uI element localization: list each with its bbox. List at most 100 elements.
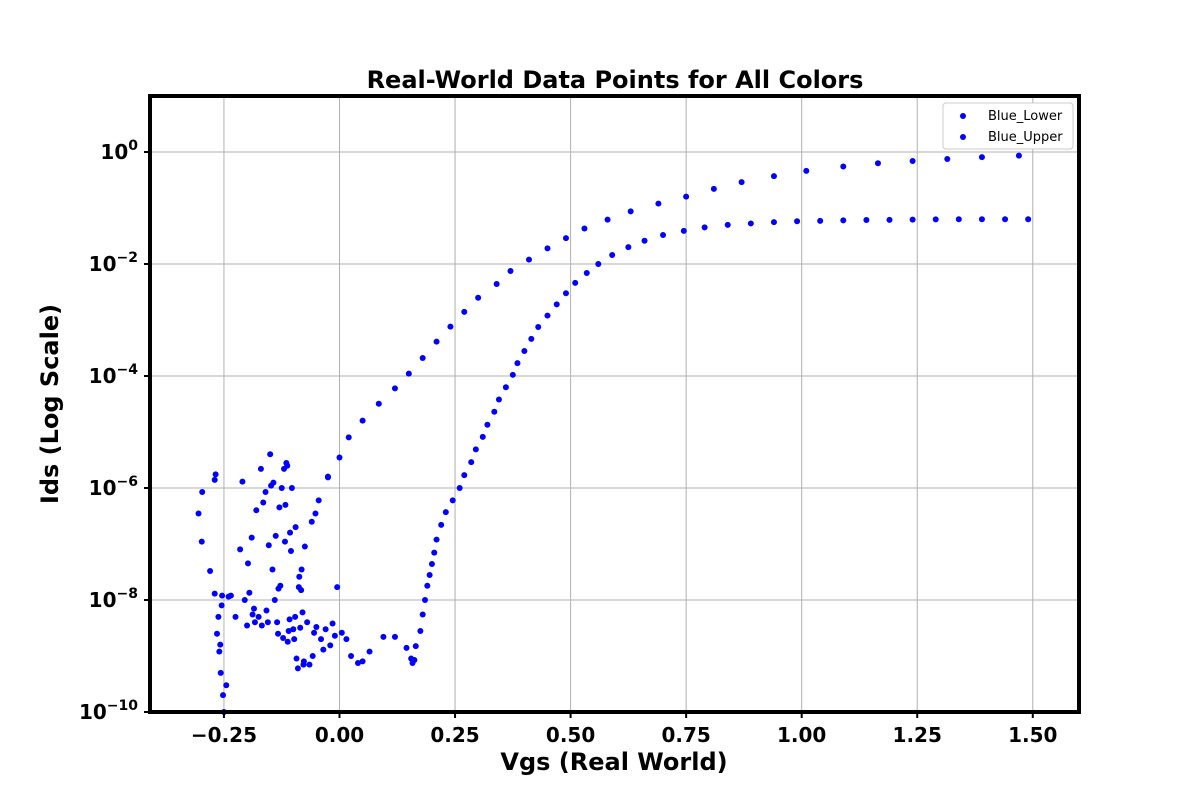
data-point-blue-lower <box>442 509 449 516</box>
data-point-blue-lower <box>291 636 298 643</box>
data-point-blue-lower <box>495 396 502 403</box>
data-point-blue-lower <box>680 227 687 234</box>
data-point-blue-lower <box>315 497 322 504</box>
data-point-blue-lower <box>417 627 424 634</box>
data-point-blue-lower <box>424 582 431 589</box>
data-point-blue-upper <box>909 158 916 165</box>
data-point-blue-upper <box>324 473 331 480</box>
data-point-blue-lower <box>770 219 777 226</box>
data-point-blue-lower <box>251 619 258 626</box>
data-point-blue-lower <box>609 251 616 258</box>
legend-box <box>942 102 1074 150</box>
data-point-blue-lower <box>660 231 667 238</box>
data-point-blue-lower <box>232 613 239 620</box>
x-axis-label: Vgs (Real World) <box>500 748 727 776</box>
data-point-blue-lower <box>267 451 274 458</box>
legend-label-blue-upper: Blue_Upper <box>988 130 1063 145</box>
data-point-blue-lower <box>292 613 299 620</box>
data-point-blue-lower <box>282 501 289 508</box>
data-point-blue-lower <box>227 592 234 599</box>
data-point-blue-lower <box>270 479 277 486</box>
data-point-blue-upper <box>475 294 482 301</box>
data-point-blue-lower <box>428 560 435 567</box>
data-point-blue-lower <box>509 371 516 378</box>
data-point-blue-lower <box>280 634 287 641</box>
data-point-blue-lower <box>237 546 244 553</box>
data-point-blue-lower <box>391 633 398 640</box>
data-point-blue-lower <box>217 641 224 648</box>
data-point-blue-upper <box>391 385 398 392</box>
data-point-blue-lower <box>285 627 292 634</box>
data-point-blue-lower <box>336 454 343 461</box>
data-point-blue-lower <box>312 510 319 517</box>
data-point-blue-lower <box>306 661 313 668</box>
data-point-blue-lower <box>264 619 271 626</box>
data-point-blue-lower <box>255 613 262 620</box>
data-point-blue-upper <box>562 235 569 242</box>
data-point-blue-upper <box>944 155 951 162</box>
data-point-blue-lower <box>794 218 801 225</box>
data-point-blue-lower <box>313 623 320 630</box>
data-point-blue-lower <box>294 665 301 672</box>
data-point-blue-lower <box>343 636 350 643</box>
data-point-blue-lower <box>449 497 456 504</box>
data-point-blue-lower <box>262 488 269 495</box>
plot-frame <box>148 94 1081 714</box>
data-point-blue-lower <box>212 471 219 478</box>
data-point-blue-lower <box>318 636 325 643</box>
axis-ticks: −0.25 0.00 0.25 0.50 0.75 1.00 1.25 1.50 10−10 10… <box>79 138 1058 747</box>
data-point-blue-lower <box>320 646 327 653</box>
data-point-blue-upper <box>493 280 500 287</box>
data-point-blue-lower <box>456 485 463 491</box>
y-axis-label: Ids (Log Scale) <box>36 304 64 504</box>
data-point-blue-lower <box>276 504 283 511</box>
data-point-blue-lower <box>269 566 276 573</box>
data-point-blue-lower <box>272 532 279 539</box>
data-point-blue-upper <box>770 173 777 180</box>
data-point-blue-lower <box>301 543 308 550</box>
data-point-blue-lower <box>296 573 303 580</box>
data-point-blue-upper <box>419 354 426 361</box>
data-point-blue-lower <box>246 589 253 596</box>
data-point-blue-lower <box>468 459 475 466</box>
data-point-blue-upper <box>359 417 366 424</box>
data-point-blue-lower <box>218 602 225 609</box>
data-point-blue-lower <box>198 538 205 545</box>
data-point-blue-lower <box>433 536 440 543</box>
x-tick-label: 1.50 <box>1008 723 1057 747</box>
data-point-blue-lower <box>331 632 338 639</box>
data-point-blue-lower <box>260 499 267 506</box>
data-point-blue-lower <box>277 582 284 589</box>
data-point-blue-lower <box>244 560 251 567</box>
data-point-blue-lower <box>359 658 366 665</box>
data-point-blue-upper <box>627 208 634 215</box>
grid <box>150 96 1079 713</box>
data-point-blue-lower <box>278 485 285 491</box>
data-point-blue-lower <box>207 567 214 574</box>
data-point-blue-upper <box>345 434 352 441</box>
data-point-blue-upper <box>461 308 468 315</box>
data-point-blue-lower <box>840 217 847 224</box>
y-tick-label: 10−4 <box>89 362 139 388</box>
data-point-blue-upper <box>581 225 588 232</box>
data-point-blue-upper <box>874 160 881 167</box>
data-point-blue-lower <box>311 629 318 636</box>
data-point-blue-lower <box>479 433 486 440</box>
data-point-blue-lower <box>217 669 224 676</box>
data-point-blue-lower <box>329 620 336 627</box>
data-point-blue-lower <box>281 538 288 545</box>
data-point-blue-upper <box>433 338 440 345</box>
data-point-blue-lower <box>521 347 528 354</box>
data-point-blue-upper <box>683 193 690 200</box>
data-point-blue-lower <box>215 613 222 620</box>
data-point-blue-lower <box>886 216 893 223</box>
chart-title: Real-World Data Points for All Colors <box>367 66 864 94</box>
data-point-blue-lower <box>338 629 345 636</box>
data-point-blue-lower <box>334 584 341 591</box>
data-point-blue-upper <box>803 167 810 174</box>
data-point-blue-lower <box>472 446 479 453</box>
data-point-blue-lower <box>263 607 270 614</box>
data-point-blue-lower <box>411 656 418 663</box>
data-point-blue-lower <box>250 605 257 612</box>
